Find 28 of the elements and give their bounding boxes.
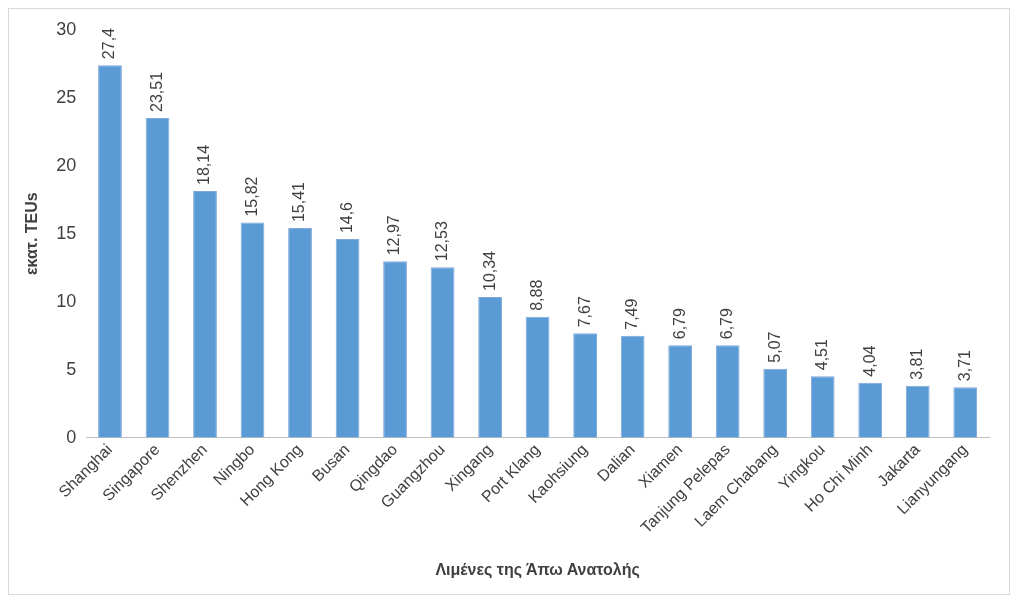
y-tick-label: 20 (56, 154, 77, 175)
y-tick-label: 10 (56, 290, 77, 311)
data-label: 4,04 (860, 345, 878, 377)
y-tick-label: 25 (56, 86, 77, 107)
data-label: 6,79 (718, 308, 736, 340)
data-label: 6,79 (670, 308, 688, 340)
y-axis-title: εκατ. TEUs (23, 192, 41, 276)
data-label: 15,82 (242, 176, 260, 217)
x-axis-title: Λιμένες της Άπω Ανατολής (435, 560, 640, 579)
y-tick-label: 30 (56, 18, 77, 39)
data-label: 3,71 (955, 349, 973, 382)
data-label: 4,51 (813, 339, 831, 371)
data-label: 14,6 (337, 201, 355, 234)
data-label: 15,41 (290, 181, 308, 223)
data-label: 7,67 (575, 296, 593, 328)
data-label: 12,53 (432, 221, 450, 262)
y-tick-label: 5 (66, 358, 77, 379)
y-tick-label: 15 (56, 222, 77, 243)
data-label: 5,07 (765, 331, 783, 363)
data-label: 10,34 (480, 250, 498, 292)
data-label: 27,4 (100, 27, 118, 60)
data-label: 7,49 (623, 298, 641, 330)
data-label: 12,97 (385, 215, 403, 256)
y-tick-label: 0 (66, 426, 77, 447)
data-label: 23,51 (147, 71, 165, 113)
data-label: 18,14 (195, 144, 213, 185)
data-label: 8,88 (528, 279, 546, 311)
data-label: 3,81 (908, 348, 926, 380)
